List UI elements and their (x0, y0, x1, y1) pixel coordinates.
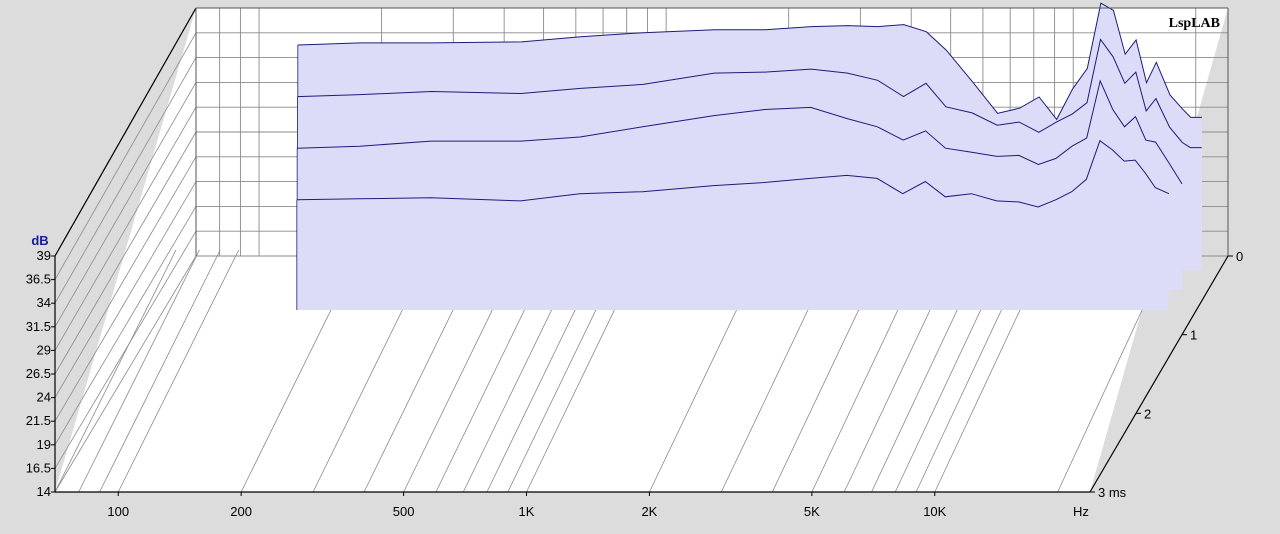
slice-line (297, 38, 1202, 149)
grid-line (54, 106, 197, 351)
y-tick-label: 21.5 (26, 413, 51, 428)
y-tick-label: 26.5 (26, 366, 51, 381)
y-axis-label: dB (31, 233, 48, 248)
grid-line (54, 156, 197, 398)
y-tick-label: 16.5 (26, 460, 51, 475)
grid-line (54, 82, 197, 327)
grid-line (54, 255, 197, 493)
grid-line (54, 206, 197, 446)
slice-line (297, 2, 1202, 121)
grid-line (54, 57, 197, 304)
x-tick-label: 200 (230, 504, 252, 519)
grid-line (78, 249, 200, 493)
depth-axis-right (1089, 255, 1229, 493)
x-tick-label: 500 (393, 504, 415, 519)
x-tick-label: 5K (804, 504, 820, 519)
y-tick-label: 14 (37, 484, 51, 499)
grid-line (117, 249, 240, 493)
x-tick-label: 1K (519, 504, 535, 519)
x-tick-label: 2K (641, 504, 657, 519)
grid-line (54, 249, 177, 493)
grid-line (54, 230, 197, 469)
x-tick-label: 100 (107, 504, 129, 519)
slice-line (296, 139, 1170, 208)
z-tick-label: 2 (1144, 406, 1151, 421)
x-axis-unit: Hz (1073, 504, 1089, 519)
y-tick-label: 39 (37, 248, 51, 263)
y-tick-label: 29 (37, 342, 51, 357)
slice-fill (296, 140, 1169, 310)
grid-line (54, 181, 197, 422)
y-tick-label: 36.5 (26, 272, 51, 287)
z-tick-label: 3 ms (1098, 485, 1127, 500)
y-tick-label: 31.5 (26, 319, 51, 334)
depth-axis-left (54, 7, 197, 257)
brand-logo: LspLAB (1169, 16, 1220, 31)
z-tick-label: 1 (1190, 328, 1197, 343)
grid-line (54, 131, 197, 375)
slice-line (297, 79, 1183, 185)
grid-line (99, 249, 221, 493)
x-tick-label: 10K (923, 504, 946, 519)
y-tick-label: 34 (37, 295, 51, 310)
grid-line (54, 32, 197, 280)
y-tick-label: 19 (37, 437, 51, 452)
y-tick-label: 24 (37, 390, 51, 405)
z-tick-label: 0 (1236, 249, 1243, 264)
